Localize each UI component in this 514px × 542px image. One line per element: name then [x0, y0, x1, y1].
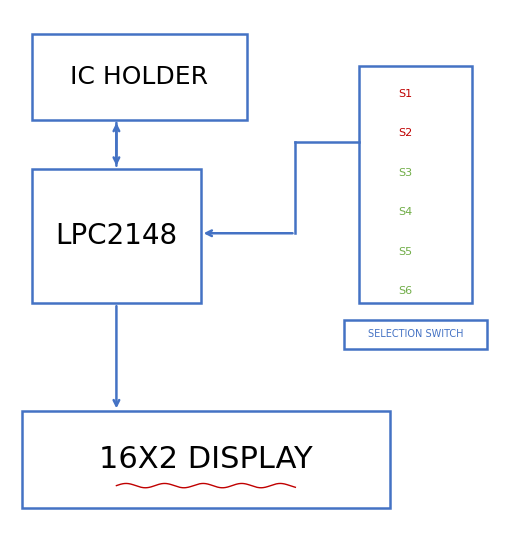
FancyBboxPatch shape [22, 411, 390, 508]
FancyBboxPatch shape [32, 34, 247, 120]
Text: SELECTION SWITCH: SELECTION SWITCH [368, 330, 463, 339]
Text: S3: S3 [399, 168, 413, 178]
Text: S2: S2 [399, 128, 413, 138]
Text: S1: S1 [399, 89, 413, 99]
Text: LPC2148: LPC2148 [56, 222, 177, 250]
Text: S6: S6 [399, 287, 413, 296]
FancyBboxPatch shape [359, 66, 472, 304]
Text: 16X2 DISPLAY: 16X2 DISPLAY [99, 445, 313, 474]
Text: S4: S4 [399, 208, 413, 217]
FancyBboxPatch shape [344, 320, 487, 349]
Text: S5: S5 [399, 247, 413, 257]
FancyBboxPatch shape [32, 169, 201, 304]
Text: IC HOLDER: IC HOLDER [70, 65, 208, 89]
